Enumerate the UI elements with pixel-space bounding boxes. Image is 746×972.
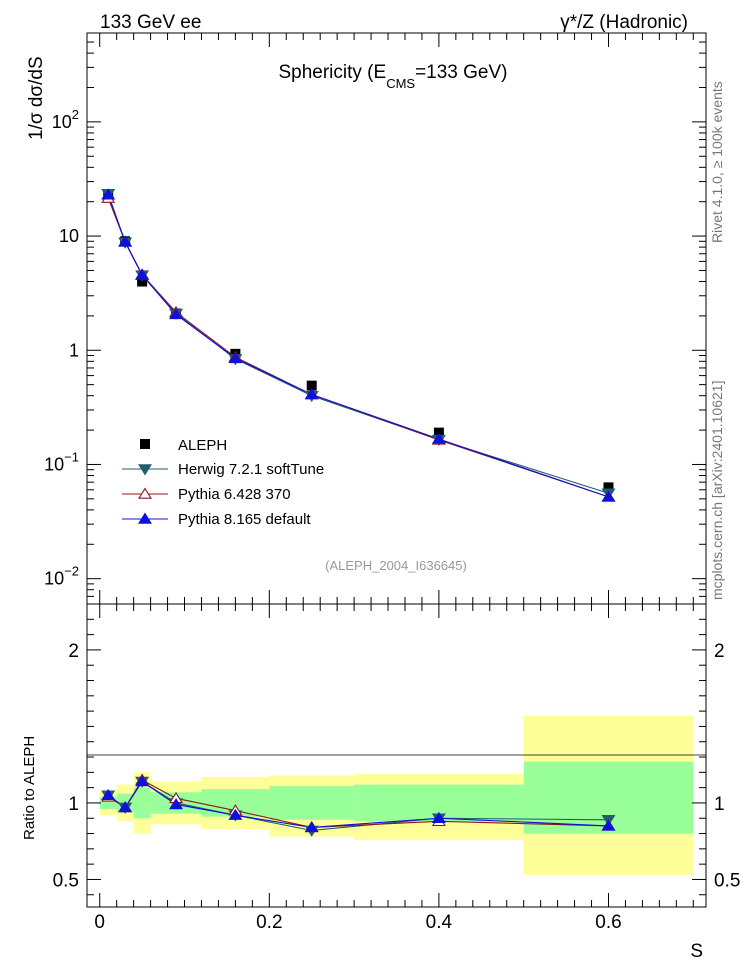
ratio-ytick-label: 0.5 [53,870,79,891]
ratio-series-marker [431,811,446,823]
ratio-ytick-label-right: 2 [714,641,725,662]
ratio-series-marker [101,788,116,801]
main-series [101,188,616,502]
ratio-ylabel: Ratio to ALEPH [21,736,38,840]
main-ytick-exp: 2 [72,107,79,122]
legend-marker [138,512,152,524]
main-ytick-base: 10 [52,112,72,132]
ratio-xtick-label: 0.4 [426,912,453,933]
main-series-marker [169,307,184,320]
ratio-series [101,773,616,837]
main-ytick-label: 10−1 [44,449,79,474]
main-ytick-base: 10 [44,454,64,474]
ratio-frame [86,603,707,908]
ratio-xtick-label: 0.2 [256,912,282,933]
ratio-panel: 0.5 0.5 1 1 2 2 0 0.2 0.4 0.6 Ratio to ALEPH S [21,603,740,962]
data-point [603,482,614,493]
ratio-xtick-label: 0 [94,912,105,933]
main-ytick-label: 102 [52,107,79,132]
legend-label-data: ALEPH [178,437,227,454]
main-ytick-label: 1 [69,340,79,360]
ratio-series-marker [228,808,243,820]
main-series-line [107,194,609,498]
ratio-series-marker [304,820,319,833]
main-ytick-base: 10 [59,226,79,246]
main-ytick-base: 10 [44,569,64,589]
header-right: γ*/Z (Hadronic) [560,12,688,33]
ratio-axis-ticks: 0.5 0.5 1 1 2 2 0 0.2 0.4 0.6 [53,604,740,933]
data-point [306,380,317,391]
ratio-ytick-label-right: 0.5 [714,870,740,891]
ratio-band-green [133,787,151,819]
main-ytick-exp: −2 [64,564,79,579]
legend-label: Pythia 8.165 default [178,511,311,528]
main-ytick-label: 10−2 [44,564,79,589]
main-title-a: Sphericity (E [278,62,386,83]
mcplots-label: mcplots.cern.ch [arXiv:2401.10621] [709,381,725,600]
main-series-marker [228,351,243,364]
main-ytick-base: 1 [69,340,79,360]
main-title-b: =133 GeV) [415,62,507,83]
ratio-series-marker [169,798,184,810]
main-series-marker [101,188,116,200]
ratio-bands [99,715,694,875]
x-axis-label: S [690,941,703,962]
ratio-series-marker [118,801,133,813]
ratio-ytick-label: 1 [68,794,79,815]
ratio-band-green [269,786,355,820]
ratio-ytick-label: 2 [68,641,79,662]
main-series-marker [135,268,150,280]
main-title: Sphericity (ECMS=133 GeV) [278,62,507,91]
main-title-sub: CMS [386,76,415,91]
ratio-series-marker [135,775,150,787]
legend-marker [138,464,152,476]
legend-label: Herwig 7.2.1 softTune [178,461,324,478]
main-series-marker [118,235,133,247]
rivet-label: Rivet 4.1.0, ≥ 100k events [709,81,725,243]
header-left: 133 GeV ee [100,12,201,33]
ratio-ytick-label-right: 1 [714,794,725,815]
main-series-marker [601,490,616,502]
main-ytick-exp: −1 [64,449,79,464]
legend-label: Pythia 6.428 370 [178,486,291,503]
main-series-marker [431,432,446,444]
legend: ALEPH Herwig 7.2.1 softTune Pythia 6.428 3… [122,437,324,528]
ratio-xtick-label: 0.6 [595,912,621,933]
main-ylabel: 1/σ dσ/dS [26,56,47,140]
main-series-marker [304,388,319,400]
legend-marker-data [140,439,150,449]
ratio-series-marker [601,819,616,831]
main-ytick-label: 10 [59,226,79,246]
legend-marker [138,487,152,499]
watermark: (ALEPH_2004_I636645) [325,558,467,573]
